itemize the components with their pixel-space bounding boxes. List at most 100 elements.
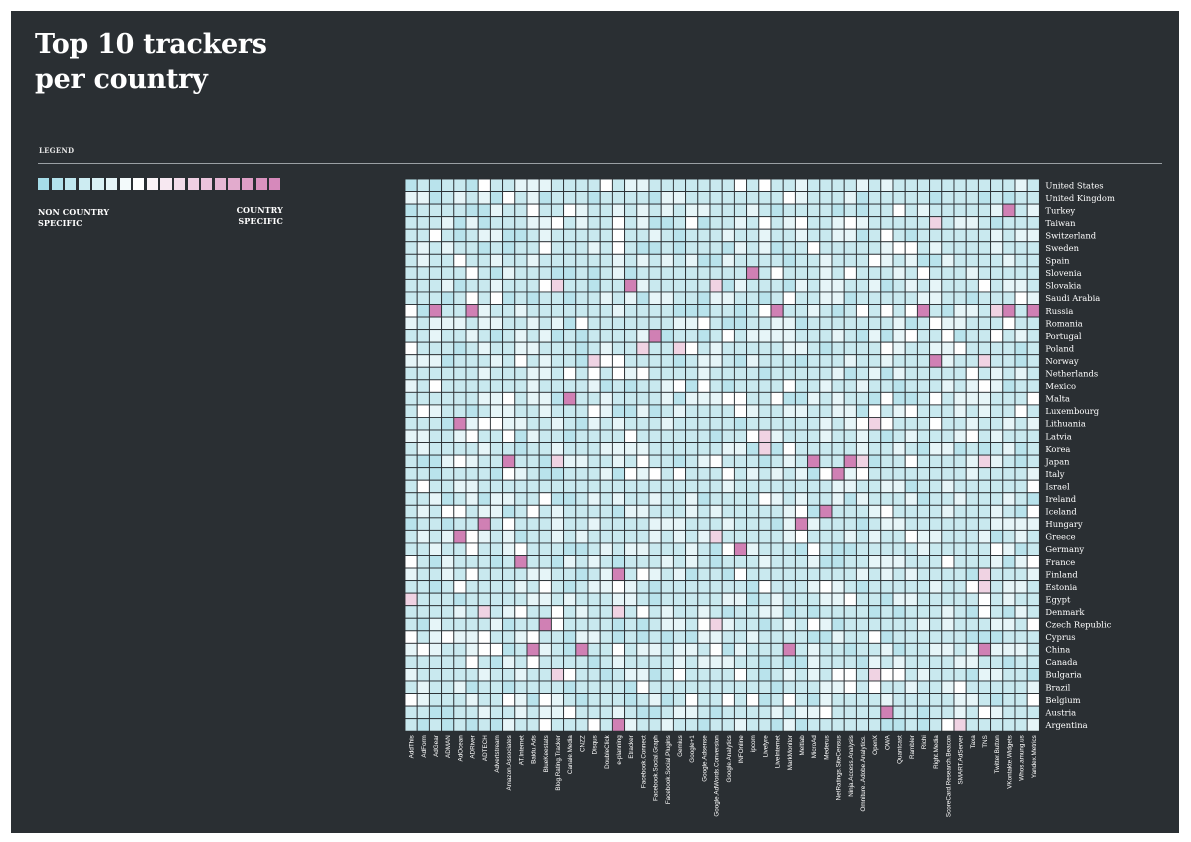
heatmap-cell: [770, 391, 784, 406]
heatmap-cell: [977, 341, 992, 356]
heatmap-cell: [819, 316, 833, 331]
heatmap-cell: [538, 178, 552, 193]
heatmap-cell: [843, 266, 857, 280]
heatmap-cell: [416, 592, 430, 607]
heatmap-cell: [465, 680, 479, 695]
heatmap-cell: [636, 341, 650, 356]
heatmap-cell: [941, 605, 955, 619]
heatmap-cell: [599, 216, 613, 230]
heatmap-cell: [892, 354, 906, 368]
heatmap-cell: [489, 191, 504, 205]
heatmap-cell: [550, 504, 565, 519]
heatmap-cell: [807, 504, 821, 519]
y-tick-label: United States: [1045, 180, 1103, 190]
heatmap-cell: [953, 517, 967, 531]
heatmap-cell: [794, 680, 809, 695]
heatmap-cell: [441, 442, 455, 456]
heatmap-cell: [587, 442, 601, 456]
heatmap-cell: [819, 391, 833, 406]
heatmap-cell: [587, 228, 601, 243]
heatmap-cell: [416, 304, 430, 318]
heatmap-cell: [416, 467, 430, 481]
heatmap-cell: [831, 191, 845, 205]
heatmap-cell: [477, 655, 491, 669]
heatmap-cell: [880, 366, 894, 381]
heatmap-cell: [868, 379, 882, 393]
heatmap-cell: [892, 417, 906, 431]
heatmap-cell: [538, 555, 552, 569]
heatmap-cell: [575, 429, 589, 444]
heatmap-cell: [453, 341, 467, 356]
heatmap-cell: [550, 228, 565, 243]
heatmap-cell: [855, 316, 870, 331]
heatmap-cell: [587, 567, 601, 582]
heatmap-cell: [794, 191, 809, 205]
heatmap-cell: [550, 329, 565, 343]
heatmap-cell: [733, 517, 748, 531]
heatmap-cell: [404, 454, 418, 469]
heatmap-cell: [550, 605, 565, 619]
heatmap-cell: [611, 391, 626, 406]
heatmap-cell: [685, 668, 699, 682]
heatmap-cell: [697, 329, 711, 343]
heatmap-cell: [611, 341, 626, 356]
heatmap-cell: [697, 379, 711, 393]
heatmap-cell: [453, 266, 467, 280]
heatmap-cell: [953, 605, 967, 619]
heatmap-cell: [648, 278, 662, 293]
heatmap-cell: [502, 341, 516, 356]
heatmap-cell: [819, 191, 833, 205]
heatmap-cell: [819, 429, 833, 444]
heatmap-cell: [514, 442, 528, 456]
heatmap-cell: [831, 655, 845, 669]
heatmap-cell: [941, 366, 955, 381]
heatmap-cell: [990, 354, 1004, 368]
heatmap-cell: [465, 316, 479, 331]
heatmap-cell: [672, 417, 687, 431]
heatmap-cell: [599, 680, 613, 695]
heatmap-cell: [758, 191, 772, 205]
heatmap-cell: [624, 354, 638, 368]
x-tick-label: Taxa: [970, 735, 977, 749]
heatmap-cell: [648, 329, 662, 343]
heatmap-cell: [794, 178, 809, 193]
heatmap-cell: [624, 341, 638, 356]
heatmap-cell: [660, 278, 674, 293]
heatmap-cell: [929, 567, 943, 582]
heatmap-cell: [807, 241, 821, 255]
heatmap-cell: [611, 592, 626, 607]
heatmap-cell: [819, 693, 833, 707]
heatmap-cell: [880, 341, 894, 356]
heatmap-cell: [709, 203, 723, 218]
heatmap-cell: [941, 316, 955, 331]
heatmap-cell: [587, 580, 601, 594]
heatmap-cell: [831, 366, 845, 381]
heatmap-cell: [892, 266, 906, 280]
heatmap-cell: [672, 266, 687, 280]
heatmap-cell: [428, 228, 443, 243]
heatmap-cell: [929, 467, 943, 481]
heatmap-cell: [807, 555, 821, 569]
heatmap-cell: [758, 354, 772, 368]
x-tick-label: ADMAN: [445, 735, 452, 758]
heatmap-cell: [489, 391, 504, 406]
heatmap-cell: [550, 529, 565, 544]
heatmap-cell: [477, 492, 491, 506]
heatmap-cell: [636, 304, 650, 318]
heatmap-cell: [868, 404, 882, 418]
heatmap-cell: [428, 467, 443, 481]
heatmap-cell: [1026, 668, 1040, 682]
heatmap-cell: [721, 617, 735, 632]
heatmap-cell: [916, 442, 931, 456]
heatmap-cell: [428, 278, 443, 293]
x-tick-label: BlueKeestats: [543, 735, 550, 772]
heatmap-cell: [1026, 379, 1040, 393]
x-tick-label: Meltlab: [799, 735, 806, 756]
heatmap-cell: [746, 680, 760, 695]
heatmap-cell: [831, 529, 845, 544]
heatmap-cell: [453, 467, 467, 481]
heatmap-cell: [587, 241, 601, 255]
y-tick-label: Taiwan: [1045, 218, 1076, 228]
heatmap-cell: [977, 379, 992, 393]
heatmap-cell: [660, 705, 674, 720]
